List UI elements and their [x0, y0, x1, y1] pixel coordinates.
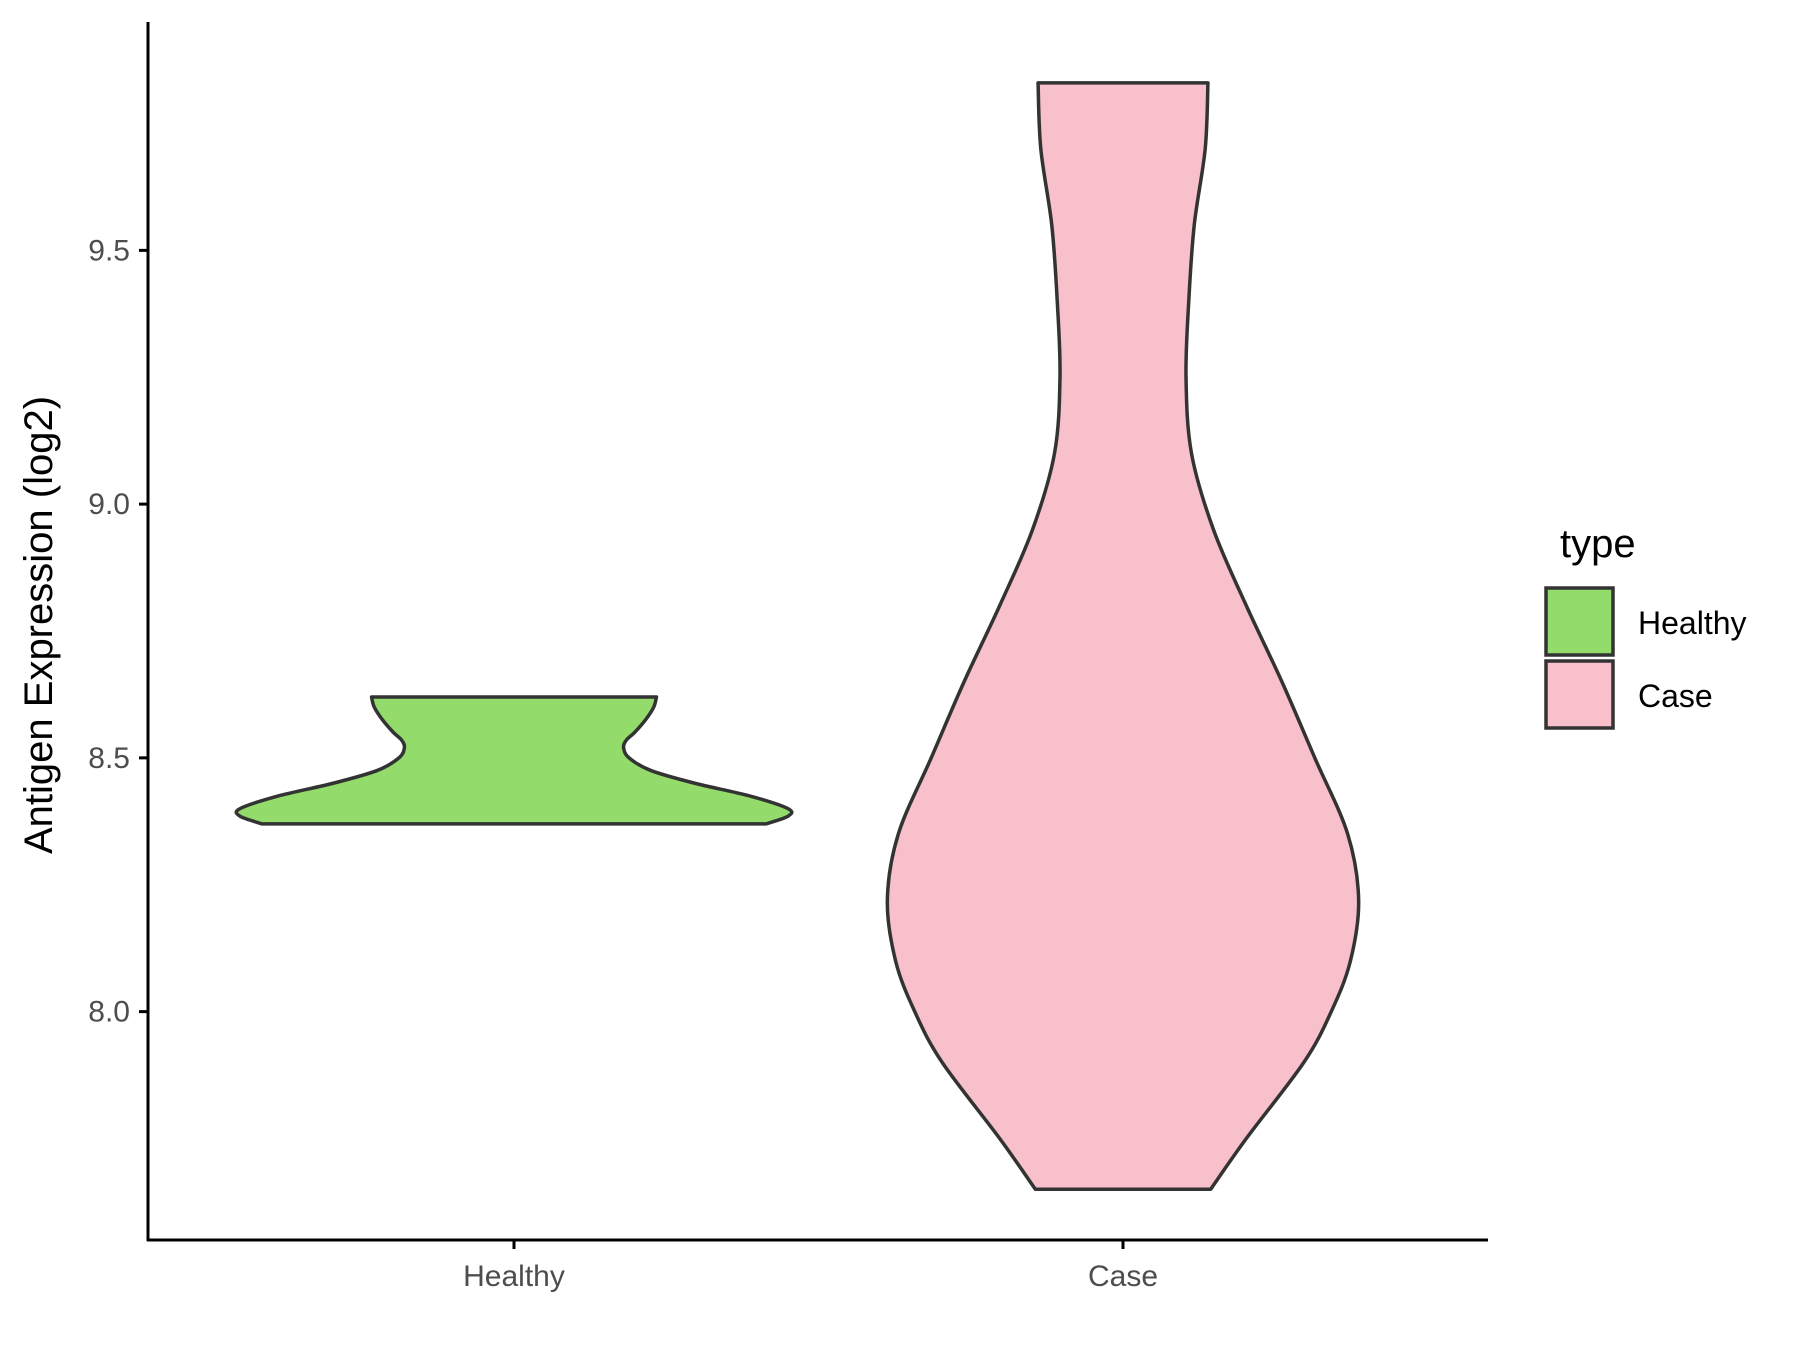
legend-title: type [1560, 522, 1636, 566]
x-tick-label: Healthy [463, 1260, 565, 1293]
y-tick-label: 9.0 [88, 488, 130, 521]
legend-swatch [1544, 586, 1615, 657]
x-tick-label: Case [1088, 1260, 1158, 1293]
violin-layer [234, 81, 1361, 1191]
legend-items: Healthy Case [1544, 586, 1747, 730]
axes [146, 22, 1488, 1242]
legend-swatch [1544, 659, 1615, 730]
legend-label: Healthy [1638, 605, 1747, 641]
x-ticks: Healthy Case [463, 1240, 1158, 1293]
legend-label: Case [1638, 678, 1713, 714]
violin-case [885, 81, 1361, 1191]
y-tick-label: 9.5 [88, 234, 130, 267]
y-tick-label: 8.5 [88, 742, 130, 775]
violin-healthy [234, 695, 794, 826]
legend: type Healthy Case [1544, 522, 1747, 730]
y-tick-label: 8.0 [88, 996, 130, 1029]
y-ticks: 8.0 8.5 9.0 9.5 [88, 234, 148, 1029]
y-axis-title: Antigen Expression (log2) [17, 396, 61, 854]
